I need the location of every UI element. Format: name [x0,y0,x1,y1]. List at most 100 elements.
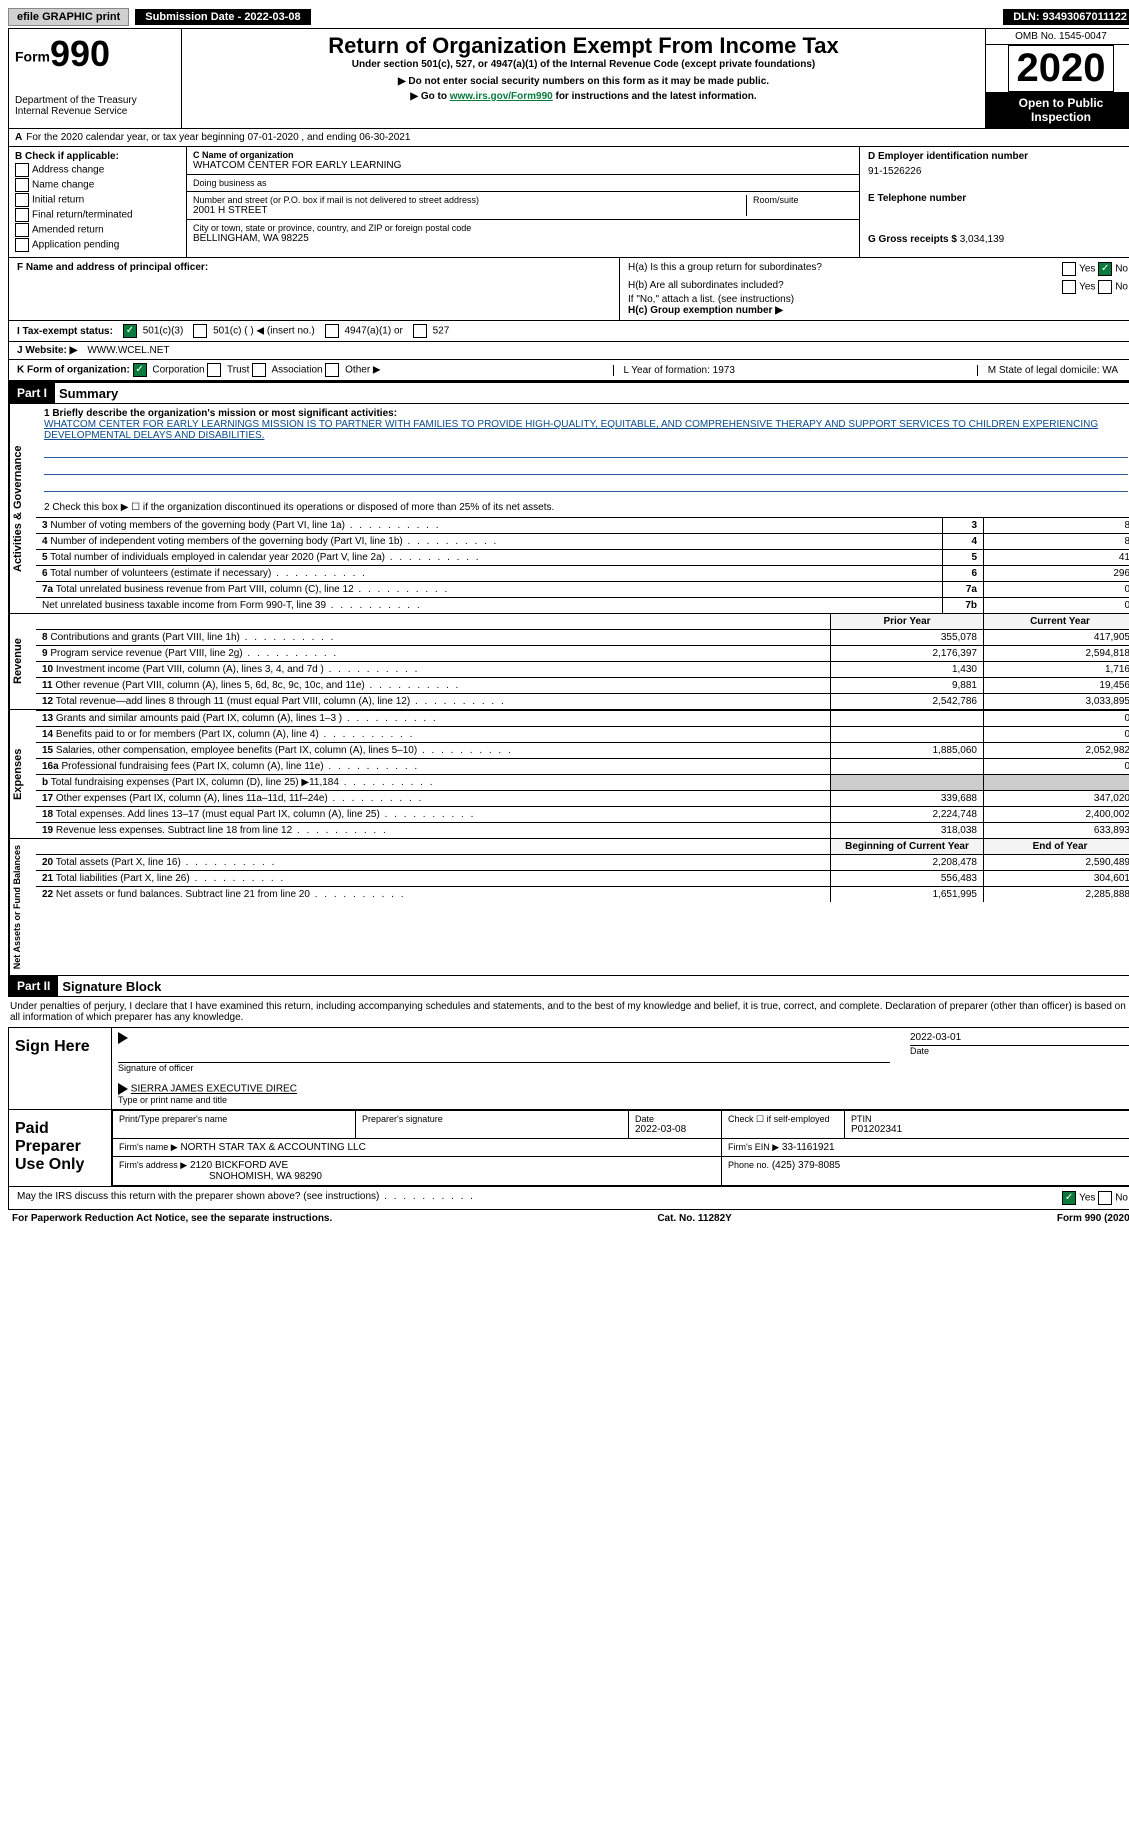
check-final-return[interactable]: Final return/terminated [15,208,180,222]
efile-button[interactable]: efile GRAPHIC print [8,8,129,26]
check-initial-return[interactable]: Initial return [15,193,180,207]
table-row: 9 Program service revenue (Part VIII, li… [36,646,1129,662]
firm-name: NORTH STAR TAX & ACCOUNTING LLC [180,1142,365,1153]
opt-501c[interactable]: 501(c) ( ) ◀ (insert no.) [213,326,315,337]
form-org-label: K Form of organization: [17,365,130,376]
mission-text: WHATCOM CENTER FOR EARLY LEARNINGS MISSI… [44,419,1128,441]
table-row: 19 Revenue less expenses. Subtract line … [36,823,1129,839]
addr-label: Number and street (or P.O. box if mail i… [193,195,746,205]
opt-assoc[interactable]: Association [271,365,322,376]
check-self-employed[interactable]: Check ☐ if self-employed [728,1114,838,1125]
form-header: Form990 Department of the Treasury Inter… [8,28,1129,129]
ptin-label: PTIN [851,1114,1129,1124]
table-row: 17 Other expenses (Part IX, column (A), … [36,791,1129,807]
form-subtitle: Under section 501(c), 527, or 4947(a)(1)… [188,59,979,70]
org-name-label: C Name of organization [193,150,853,160]
table-row: 20 Total assets (Part X, line 16)2,208,4… [36,855,1129,871]
gross-value: 3,034,139 [960,234,1005,245]
hb-yes[interactable]: Yes [1079,282,1095,293]
row-klm: K Form of organization: ✓ Corporation Tr… [8,360,1129,381]
name-arrow-icon [118,1083,128,1095]
signature-block: Sign Here Signature of officer 2022-03-0… [8,1027,1129,1187]
check-name-change[interactable]: Name change [15,178,180,192]
perjury-declaration: Under penalties of perjury, I declare th… [8,997,1129,1027]
firm-ein: 33-1161921 [782,1142,835,1153]
tax-year: 2020 [1008,45,1115,92]
firm-phone-label: Phone no. [728,1160,769,1170]
row-i: I Tax-exempt status: ✓ 501(c)(3) 501(c) … [8,321,1129,342]
table-row: 4 Number of independent voting members o… [36,534,1129,550]
section-fh: F Name and address of principal officer:… [8,258,1129,321]
footer-mid: Cat. No. 11282Y [657,1213,731,1224]
box-b: B Check if applicable: Address change Na… [9,147,187,257]
table-row: 18 Total expenses. Add lines 13–17 (must… [36,807,1129,823]
table-row: 21 Total liabilities (Part X, line 26)55… [36,871,1129,887]
form-title: Return of Organization Exempt From Incom… [188,33,979,59]
row-j: J Website: ▶ WWW.WCEL.NET [8,342,1129,360]
top-toolbar: efile GRAPHIC print Submission Date - 20… [8,8,1129,26]
check-amended-return[interactable]: Amended return [15,223,180,237]
org-name: WHATCOM CENTER FOR EARLY LEARNING [193,160,853,171]
state-domicile: M State of legal domicile: WA [977,365,1128,376]
table-row: 6 Total number of volunteers (estimate i… [36,566,1129,582]
prep-name-label: Print/Type preparer's name [119,1114,349,1124]
ha-no[interactable]: No [1115,264,1128,275]
dept-treasury: Department of the Treasury [15,95,175,106]
sidelabel-revenue: Revenue [9,614,36,709]
table-row: 5 Total number of individuals employed i… [36,550,1129,566]
firm-name-label: Firm's name ▶ [119,1142,178,1152]
form-number: 990 [50,33,110,74]
city-label: City or town, state or province, country… [193,223,853,233]
form-prefix: Form [15,48,50,64]
firm-addr-label: Firm's address ▶ [119,1160,187,1170]
table-row: 8 Contributions and grants (Part VIII, l… [36,630,1129,646]
opt-trust[interactable]: Trust [227,365,249,376]
ha-yes[interactable]: Yes [1079,264,1095,275]
opt-501c3[interactable]: 501(c)(3) [143,326,184,337]
website-label: J Website: ▶ [17,345,77,356]
sig-date: 2022-03-01 [910,1032,1129,1043]
footer-right: Form 990 (2020) [1057,1213,1129,1224]
mission-label: 1 Briefly describe the organization's mi… [44,408,1128,419]
hb-note: If "No," attach a list. (see instruction… [628,294,1128,305]
opt-other[interactable]: Other ▶ [345,365,380,376]
tax-period: AFor the 2020 calendar year, or tax year… [8,129,1129,147]
discuss-yes[interactable]: Yes [1079,1193,1095,1204]
opt-corp[interactable]: Corporation [152,365,204,376]
type-name-label: Type or print name and title [118,1095,1129,1105]
phone-label: E Telephone number [868,193,1128,204]
table-row: 10 Investment income (Part VIII, column … [36,662,1129,678]
date-label: Date [910,1046,1129,1056]
ptin-value: P01202341 [851,1124,1129,1135]
opt-527[interactable]: 527 [433,326,450,337]
col-begin: Beginning of Current Year [831,839,984,855]
discuss-row: May the IRS discuss this return with the… [8,1187,1129,1210]
check-address-change[interactable]: Address change [15,163,180,177]
prep-date: 2022-03-08 [635,1124,715,1135]
col-end: End of Year [984,839,1129,855]
irs-link[interactable]: www.irs.gov/Form990 [450,91,553,102]
firm-addr2: SNOHOMISH, WA 98290 [209,1171,322,1182]
opt-4947[interactable]: 4947(a)(1) or [344,326,402,337]
part1-header: Part I [9,383,55,403]
website-value: WWW.WCEL.NET [87,345,169,356]
gross-label: G Gross receipts $ [868,234,957,245]
part2-header: Part II [9,976,58,996]
hb-no[interactable]: No [1115,282,1128,293]
col-current: Current Year [984,614,1129,630]
sidelabel-governance: Activities & Governance [9,404,36,613]
ein-value: 91-1526226 [868,166,1128,177]
year-formation: L Year of formation: 1973 [613,365,745,376]
hb-label: H(b) Are all subordinates included? [628,280,784,294]
discuss-no[interactable]: No [1115,1193,1128,1204]
sidelabel-expenses: Expenses [9,710,36,838]
table-row: 16a Professional fundraising fees (Part … [36,759,1129,775]
line2-text: 2 Check this box ▶ ☐ if the organization… [44,502,1128,513]
officer-name-title: SIERRA JAMES EXECUTIVE DIREC [131,1084,297,1095]
table-row: 12 Total revenue—add lines 8 through 11 … [36,694,1129,710]
officer-label: F Name and address of principal officer: [17,262,611,273]
check-application-pending[interactable]: Application pending [15,238,180,252]
netassets-table: Beginning of Current YearEnd of Year 20 … [36,839,1129,902]
sidelabel-netassets: Net Assets or Fund Balances [9,839,36,975]
table-row: 3 Number of voting members of the govern… [36,518,1129,534]
